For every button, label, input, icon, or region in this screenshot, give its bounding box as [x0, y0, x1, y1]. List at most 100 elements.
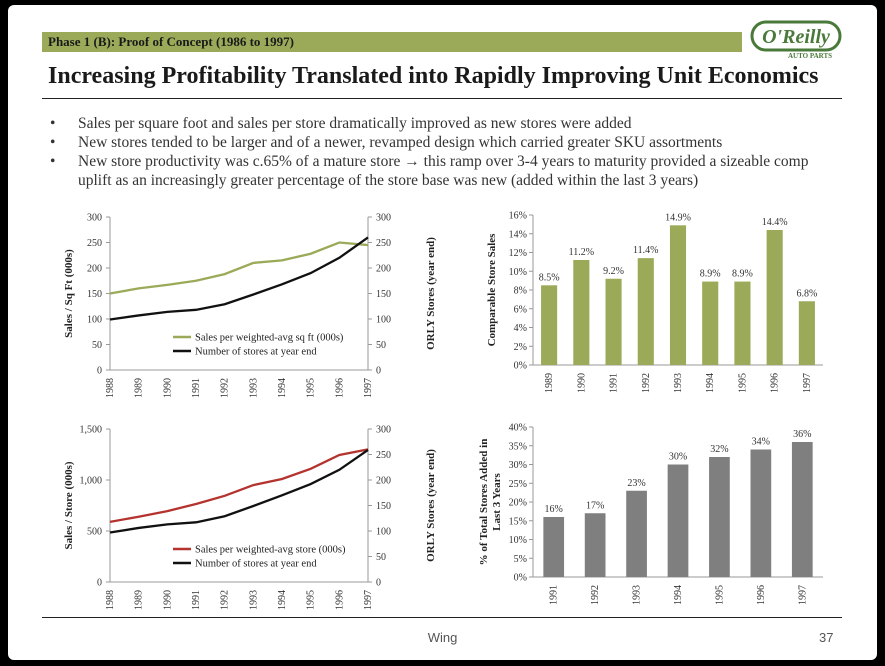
y-tick-label: 35%: [509, 441, 527, 452]
y2-tick-label: 100: [376, 315, 391, 326]
x-tick-label: 1996: [756, 585, 767, 605]
bar-value-label: 9.2%: [603, 266, 624, 277]
y-tick-label: 1,000: [80, 476, 103, 487]
x-tick-label: 1990: [576, 373, 587, 393]
bar-value-label: 23%: [627, 478, 645, 489]
bar: [626, 490, 647, 577]
bar: [667, 464, 689, 577]
bar: [637, 258, 654, 365]
bar: [573, 260, 590, 365]
y2-tick-label: 0: [376, 366, 381, 377]
y2-axis-title: ORLY Stores (year end): [425, 449, 437, 562]
y-tick-label: 6%: [514, 304, 527, 315]
bar: [541, 285, 558, 365]
y2-tick-label: 150: [376, 501, 391, 512]
y-tick-label: 0%: [514, 573, 527, 584]
x-tick-label: 1994: [705, 373, 716, 393]
bar: [605, 278, 622, 365]
phase-banner: Phase 1 (B): Proof of Concept (1986 to 1…: [42, 32, 742, 52]
y-tick-label: 8%: [514, 286, 527, 297]
x-tick-label: 1996: [334, 378, 345, 398]
bar-value-label: 11.2%: [569, 247, 594, 258]
x-tick-label: 1990: [162, 378, 173, 398]
y-tick-label: 300: [87, 213, 102, 224]
bar: [669, 225, 687, 365]
x-tick-label: 1995: [714, 585, 725, 605]
y-tick-label: 200: [87, 264, 102, 275]
x-tick-label: 1994: [277, 590, 288, 610]
logo-text: O'Reilly: [762, 26, 830, 48]
footer-label: Wing: [427, 630, 458, 645]
y-tick-label: 10%: [509, 535, 527, 546]
x-tick-label: 1989: [544, 373, 555, 393]
x-tick-label: 1988: [105, 378, 116, 398]
y-tick-label: 1,500: [80, 425, 103, 436]
bar-value-label: 8.9%: [700, 269, 721, 280]
x-tick-label: 1991: [609, 373, 620, 393]
x-tick-label: 1995: [737, 373, 748, 393]
bar: [543, 517, 565, 577]
series-line: [109, 241, 369, 295]
bar-value-label: 32%: [710, 444, 728, 455]
bar-value-label: 30%: [669, 452, 687, 463]
y2-tick-label: 200: [376, 476, 391, 487]
y2-tick-label: 150: [376, 289, 391, 300]
x-tick-label: 1994: [277, 378, 288, 398]
y-tick-label: 150: [87, 289, 102, 300]
y2-tick-label: 200: [376, 264, 391, 275]
y2-tick-label: 300: [376, 425, 391, 436]
bar-value-label: 16%: [545, 504, 563, 515]
y-tick-label: 500: [87, 527, 102, 538]
sales-per-sqft-chart: 0 50 100 150 200 250 300 0 50 100 150 200 250 300 1988…: [63, 213, 437, 399]
series-line: [109, 236, 369, 321]
x-tick-label: 1991: [549, 585, 560, 605]
bullet-item: • Sales per square foot and sales per sto…: [48, 114, 838, 133]
y2-tick-label: 250: [376, 450, 391, 461]
bullet-item: • New stores tended to be larger and of a…: [48, 133, 838, 152]
x-tick-label: 1993: [632, 585, 643, 605]
y2-axis-title: ORLY Stores (year end): [425, 237, 437, 350]
bar-value-label: 14.9%: [665, 212, 691, 223]
y-axis-title: Sales / Store (000s): [63, 461, 75, 549]
x-tick-label: 1992: [590, 585, 601, 605]
y2-tick-label: 50: [376, 340, 386, 351]
y2-tick-label: 100: [376, 527, 391, 538]
page-title: Increasing Profitability Translated into…: [48, 63, 819, 89]
bar: [709, 457, 730, 577]
series-line: [109, 448, 369, 534]
bar-value-label: 36%: [793, 429, 811, 440]
bar-value-label: 14.4%: [762, 217, 788, 228]
bullet-dot: •: [50, 115, 56, 132]
x-tick-label: 1992: [641, 373, 652, 393]
x-tick-label: 1992: [220, 590, 231, 610]
slide: Phase 1 (B): Proof of Concept (1986 to 1…: [8, 5, 877, 660]
x-tick-label: 1993: [248, 590, 259, 610]
x-tick-label: 1997: [363, 378, 374, 398]
footer-divider: [42, 617, 842, 618]
y-tick-label: 16%: [509, 211, 527, 222]
y-tick-label: 20%: [509, 498, 527, 509]
x-tick-label: 1996: [334, 590, 345, 610]
y2-tick-label: 300: [376, 213, 391, 224]
x-tick-label: 1997: [797, 585, 808, 605]
bar: [791, 442, 813, 577]
logo-subtext: AUTO PARTS: [788, 52, 832, 60]
x-tick-label: 1989: [134, 378, 145, 398]
x-tick-label: 1991: [191, 378, 202, 398]
legend-label: Sales per weighted-avg sq ft (000s): [195, 333, 344, 344]
y2-tick-label: 250: [376, 238, 391, 249]
y-tick-label: 250: [87, 238, 102, 249]
x-tick-label: 1988: [105, 590, 116, 610]
x-tick-label: 1995: [306, 590, 317, 610]
y2-tick-label: 0: [376, 578, 381, 589]
bar-value-label: 17%: [586, 500, 604, 511]
bar: [702, 281, 719, 365]
bar: [750, 449, 772, 577]
y-tick-label: 4%: [514, 323, 527, 334]
page-number: 37: [819, 630, 834, 645]
oreilly-logo: O'Reilly AUTO PARTS: [750, 20, 842, 60]
x-tick-label: 1993: [248, 378, 259, 398]
x-tick-label: 1992: [220, 378, 231, 398]
y-axis-title: % of Total Stores Added inLast 3 Years: [478, 439, 503, 566]
bar: [584, 513, 606, 577]
